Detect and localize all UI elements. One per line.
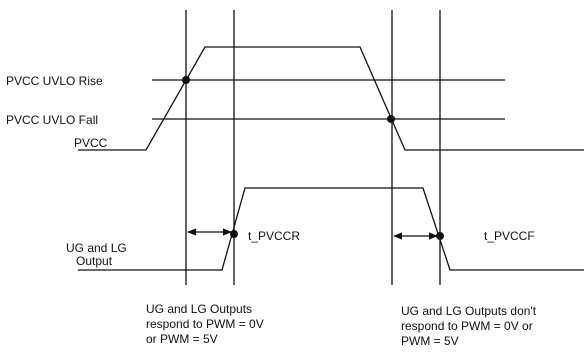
ug-lg-output-label-line2: Output	[76, 254, 113, 268]
right-note-line2: respond to PWM = 0V or	[401, 319, 533, 333]
pvcc-uvlo-fall-label: PVCC UVLO Fall	[6, 113, 98, 127]
left-note-line3: or PWM = 5V	[146, 332, 218, 346]
uvlo-fall-crossing-dot	[387, 115, 395, 123]
pvcc-label: PVCC	[74, 136, 108, 150]
ug-lg-output-label-line1: UG and LG	[66, 241, 127, 255]
left-note-line2: respond to PWM = 0V	[146, 317, 264, 331]
ug-lg-output-waveform	[78, 187, 584, 271]
uvlo-rise-crossing-dot	[182, 76, 190, 84]
output-enable-dot	[230, 230, 238, 238]
pvcc-uvlo-rise-label: PVCC UVLO Rise	[6, 74, 103, 88]
t-pvccr-label: t_PVCCR	[248, 229, 300, 243]
t-pvccf-label: t_PVCCF	[484, 229, 535, 243]
output-disable-dot	[436, 232, 444, 240]
left-note-line1: UG and LG Outputs	[146, 302, 252, 316]
pvcc-waveform	[78, 46, 584, 151]
right-note-line3: PWM = 5V	[401, 334, 459, 348]
right-note-line1: UG and LG Outputs don't	[401, 304, 537, 318]
